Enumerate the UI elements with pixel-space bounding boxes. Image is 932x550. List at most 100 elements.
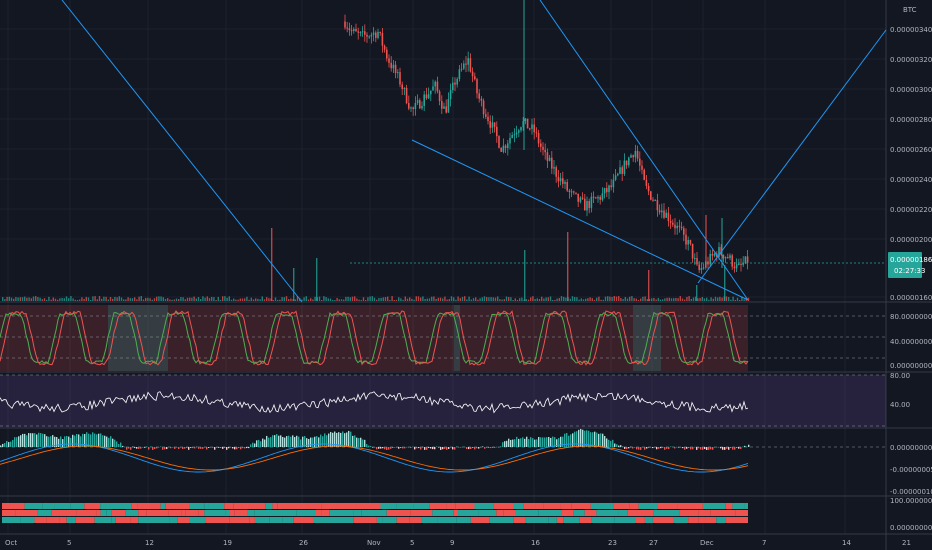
volume-bar	[347, 296, 349, 301]
macd-histogram-bar	[218, 447, 220, 448]
price-tick-label: 0.00000340	[890, 26, 932, 34]
macd-histogram-bar	[440, 447, 442, 450]
volume-bar	[83, 298, 85, 301]
candle-body	[386, 49, 388, 59]
volume-bar	[112, 298, 114, 301]
macd-histogram-bar	[404, 447, 406, 449]
candle-body	[368, 36, 370, 38]
strip-segment	[208, 503, 225, 509]
macd-histogram-bar	[106, 436, 108, 447]
volume-bar	[74, 299, 76, 301]
strip-segment	[474, 503, 494, 509]
macd-histogram-bar	[292, 435, 294, 447]
volume-bar	[158, 296, 160, 301]
macd-histogram-bar	[124, 446, 126, 448]
candle-body	[485, 114, 487, 117]
macd-histogram-bar	[34, 433, 36, 447]
volume-bar	[470, 299, 472, 301]
volume-bar	[501, 299, 503, 301]
volume-bar	[101, 298, 103, 301]
macd-histogram-bar	[150, 446, 152, 448]
macd-histogram-bar	[374, 446, 376, 448]
volume-bar	[413, 299, 415, 301]
volume-bar	[169, 299, 171, 301]
volume-bar	[87, 297, 90, 301]
candle-body	[559, 178, 562, 182]
macd-histogram-bar	[370, 446, 372, 447]
volume-bar	[358, 299, 360, 301]
trendlines[interactable]	[61, 0, 887, 303]
indicator-tick-label: 0.00000000	[890, 524, 932, 532]
volume-bar	[442, 298, 444, 301]
volume-bar	[114, 296, 116, 301]
candle-body	[526, 118, 529, 129]
volume-bar	[39, 297, 41, 301]
candle-body	[573, 191, 575, 193]
macd-histogram-bar	[118, 444, 120, 447]
volume-bar	[728, 296, 730, 301]
volume-bar	[593, 299, 596, 301]
candle-body	[509, 137, 511, 144]
candle-body	[733, 266, 736, 269]
trendline	[539, 0, 749, 301]
volume-bar	[600, 299, 602, 301]
volume-bar	[521, 297, 523, 301]
volume-bar	[224, 296, 226, 301]
macd-histogram-bar	[564, 433, 566, 447]
strip-segment	[177, 517, 190, 523]
volume-bar	[318, 296, 321, 301]
volume-bar	[387, 296, 389, 301]
macd-histogram-bar	[646, 447, 648, 449]
volume-bar	[587, 298, 589, 301]
candle-body	[652, 199, 654, 201]
volume-bar	[312, 299, 314, 301]
strip-segment	[205, 517, 230, 523]
volume-bar	[743, 299, 745, 301]
macd-histogram-bar	[330, 431, 332, 447]
volume-bar	[424, 298, 426, 301]
stochastic-pane[interactable]	[0, 305, 886, 371]
macd-histogram-bar	[660, 447, 662, 449]
volume-bar	[532, 296, 534, 301]
volume-bar	[459, 298, 461, 301]
macd-pane[interactable]	[0, 428, 886, 473]
macd-histogram-bar	[508, 438, 510, 447]
macd-histogram-bar	[488, 447, 490, 448]
volume-bar	[340, 299, 343, 301]
price-axis[interactable]: 0.00000340 0.00000320 0.00000300 0.00000280…	[890, 26, 932, 302]
macd-histogram-bar	[300, 439, 302, 447]
volume-bar	[444, 296, 446, 301]
strip-segment	[698, 517, 706, 523]
strip-segment	[573, 510, 585, 516]
macd-histogram-bar	[602, 433, 604, 447]
time-tick-label: 21	[902, 539, 911, 547]
time-tick-label: 16	[531, 539, 540, 547]
candle-body	[617, 173, 619, 176]
price-pane[interactable]	[344, 0, 886, 274]
volume-bar	[395, 299, 398, 301]
macd-histogram-bar	[240, 447, 242, 450]
macd-histogram-bar	[682, 447, 684, 449]
volume-bar	[76, 299, 79, 301]
volume-bar	[149, 298, 151, 301]
volume-bar	[156, 296, 158, 301]
strip-segment	[493, 503, 514, 509]
macd-histogram-bar	[62, 439, 64, 447]
rsi-pane[interactable]	[0, 374, 886, 427]
strip-segment	[15, 510, 38, 516]
macd-histogram-bar	[406, 446, 408, 448]
macd-histogram-bar	[176, 447, 178, 448]
volume-bar	[90, 299, 92, 301]
time-axis[interactable]: Oct 5 12 19 26 Nov 5 9 16 23 27 Dec 7 14 21	[5, 539, 911, 547]
volume-bar	[129, 298, 131, 301]
macd-histogram-bar	[502, 442, 504, 447]
volume-bar	[527, 299, 530, 301]
strip-segment	[638, 503, 658, 509]
indicator-strip-pane[interactable]	[2, 503, 748, 523]
macd-histogram-bar	[60, 436, 62, 447]
macd-histogram-bar	[152, 447, 154, 450]
volume-bar	[200, 299, 202, 301]
macd-histogram-bar	[140, 447, 142, 449]
volume-bar	[428, 298, 431, 301]
